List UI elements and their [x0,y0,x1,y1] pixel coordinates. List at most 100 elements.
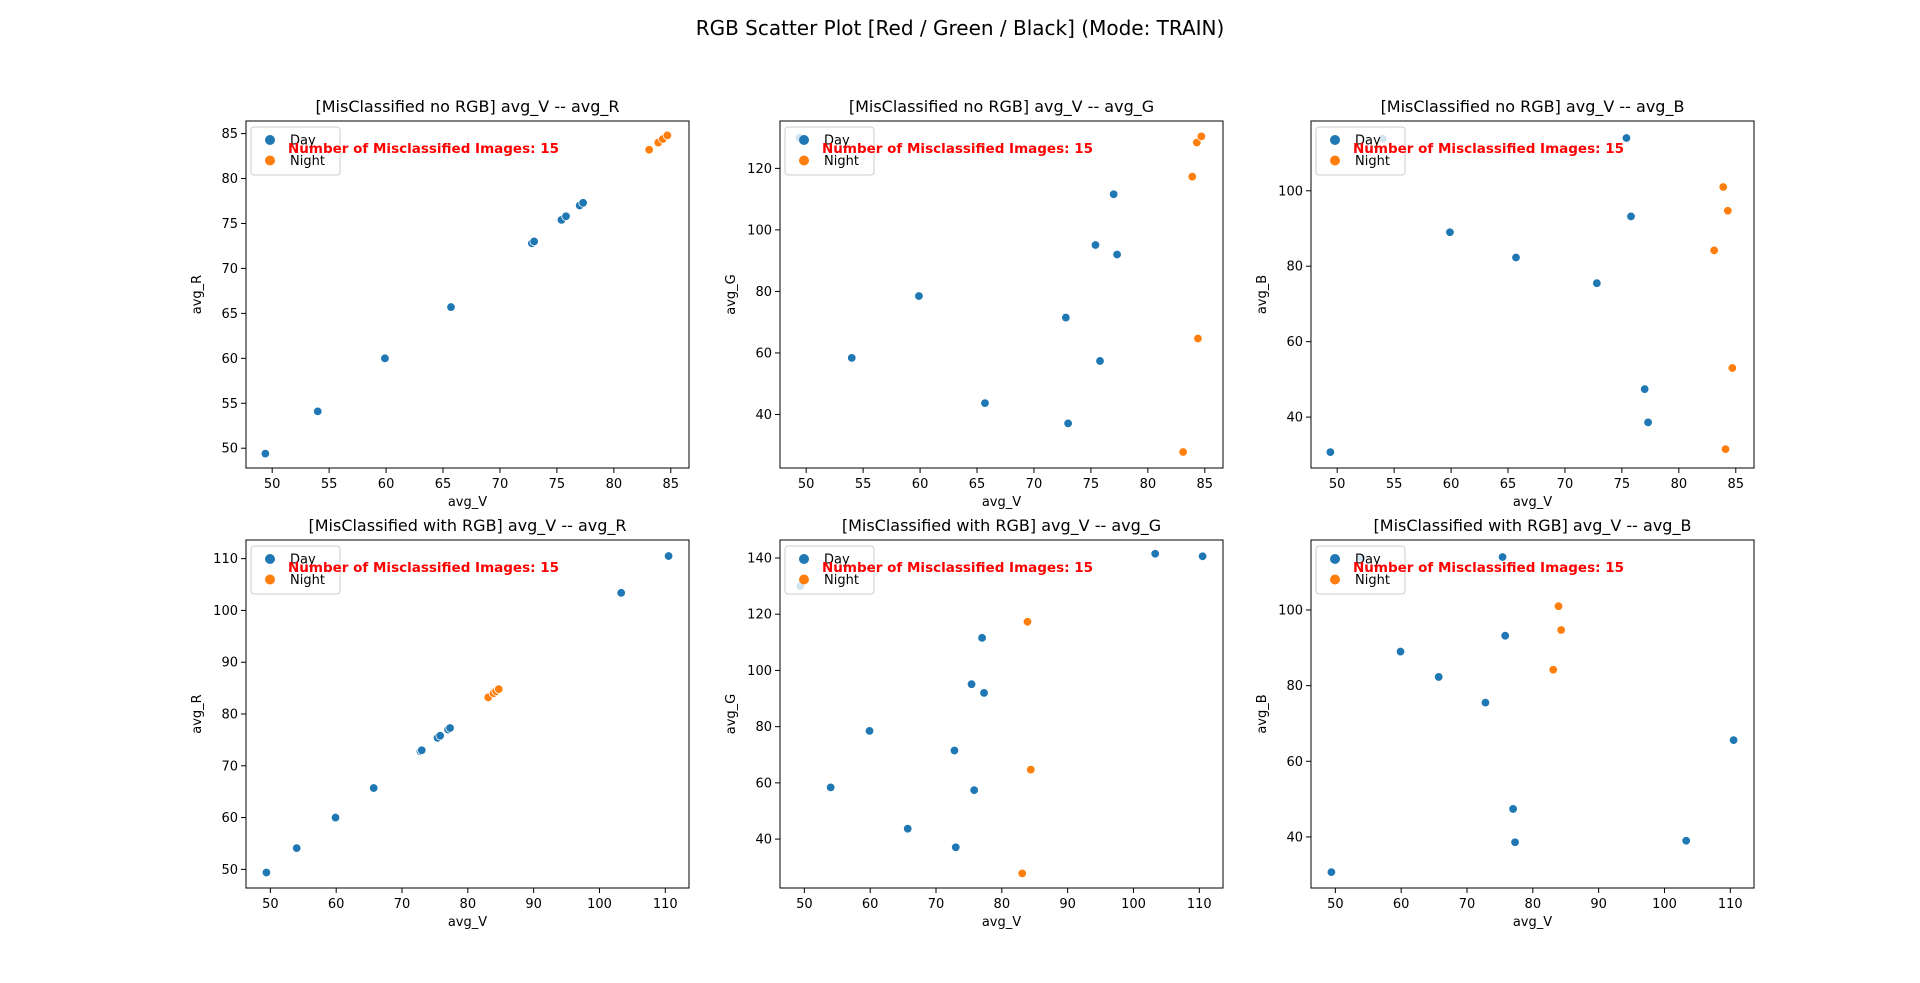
data-point-day [979,688,989,698]
data-point-day [313,406,323,417]
legend-marker-day [799,554,809,564]
data-point-day [1681,836,1691,846]
data-point-day [663,551,674,561]
x-axis-label: avg_V [448,495,487,510]
y-tick-label: 65 [221,307,238,322]
legend-label-night: Night [1355,573,1390,588]
data-point-day [380,353,390,364]
data-point-day [1063,418,1073,429]
data-point-day [1497,552,1508,562]
data-point-night [1709,245,1719,256]
y-tick-label: 100 [1278,603,1303,618]
y-tick-label: 80 [755,720,772,735]
data-point-day [902,823,913,834]
subplot-title: [MisClassified with RGB] avg_V -- avg_R [308,516,626,536]
misclassified-count-annotation: Number of Misclassified Images: 15 [822,141,1093,157]
x-axis-label: avg_V [982,915,1021,930]
legend-marker-night [1330,574,1340,585]
subplot-title: [MisClassified no RGB] avg_V -- avg_B [1381,97,1685,117]
data-point-day [1433,672,1444,682]
data-point-day [1480,697,1491,708]
x-tick-label: 65 [969,477,986,492]
x-tick-label: 100 [1652,897,1677,912]
data-point-day [1510,837,1520,847]
y-tick-label: 60 [755,346,772,361]
y-tick-label: 140 [747,551,772,566]
legend-marker-night [265,155,275,166]
legend: Day Night [784,545,875,595]
x-tick-label: 85 [663,477,680,492]
data-point-day [825,782,836,793]
data-point-day [417,745,427,755]
data-point-day [260,448,271,459]
data-point-day [969,785,979,795]
y-tick-label: 40 [1286,830,1303,845]
data-point-day [1643,417,1653,428]
data-point-night [1193,333,1203,344]
x-tick-label: 70 [928,897,945,912]
y-tick-label: 80 [755,285,772,300]
data-point-night [1720,444,1731,454]
legend: Day Night [784,126,875,176]
data-point-day [291,843,302,853]
data-point-day [1500,631,1510,641]
legend-label-night: Night [290,154,325,169]
subplot-1: [MisClassified no RGB] avg_V -- avg_R 50 5… [190,97,690,510]
legend-marker-day [265,135,275,145]
subplot-title: [MisClassified no RGB] avg_V -- avg_R [315,97,619,117]
data-point-night [1187,171,1197,182]
x-tick-label: 90 [525,897,542,912]
y-tick-label: 90 [221,656,238,671]
legend-label-night: Night [290,573,325,588]
data-point-night [1723,206,1733,216]
data-point-day [561,211,571,221]
misclassified-count-annotation: Number of Misclassified Images: 15 [288,141,559,157]
data-point-day [1395,646,1406,657]
legend-marker-night [1330,155,1340,166]
legend-marker-day [1330,554,1340,564]
data-point-day [261,867,272,878]
figure-suptitle: RGB Scatter Plot [Red / Green / Black] (… [696,16,1225,40]
legend-marker-day [265,554,275,564]
x-tick-label: 50 [798,477,815,492]
data-point-night [644,145,654,155]
data-point-day [1090,240,1101,250]
data-point-day [446,302,456,312]
axes-frame [245,120,690,469]
x-tick-label: 50 [1327,897,1344,912]
x-tick-label: 55 [855,477,872,492]
legend-marker-night [799,155,809,166]
data-point-day [578,198,588,208]
data-point-day [1508,804,1518,814]
legend-label-day: Day [290,553,316,568]
y-tick-label: 55 [221,397,238,412]
x-tick-label: 80 [1525,897,1542,912]
y-tick-label: 60 [221,811,238,826]
data-point-day [977,633,987,643]
data-point-day [1108,189,1119,199]
y-tick-label: 100 [747,664,772,679]
x-tick-label: 60 [378,477,395,492]
x-tick-label: 55 [321,477,338,492]
subplot-title: [MisClassified with RGB] avg_V -- avg_B [1374,516,1692,536]
y-tick-label: 100 [1278,184,1303,199]
data-point-night [1548,665,1558,675]
x-tick-label: 50 [796,897,813,912]
legend: Day Night [1315,126,1406,176]
subplot-5: [MisClassified with RGB] avg_V -- avg_G 5… [724,516,1224,930]
y-tick-label: 80 [1286,260,1303,275]
x-tick-label: 100 [587,897,612,912]
data-point-day [1112,249,1122,260]
x-tick-label: 60 [1393,897,1410,912]
legend-marker-night [265,574,275,585]
y-tick-label: 60 [221,352,238,367]
data-point-day [1445,227,1455,237]
x-tick-label: 90 [1590,897,1607,912]
data-point-night [1556,625,1566,635]
data-point-day [951,842,961,852]
x-tick-label: 50 [262,897,279,912]
x-tick-label: 70 [492,477,509,492]
data-point-day [529,236,539,247]
data-point-night [1553,601,1564,611]
x-axis-label: avg_V [982,495,1021,510]
